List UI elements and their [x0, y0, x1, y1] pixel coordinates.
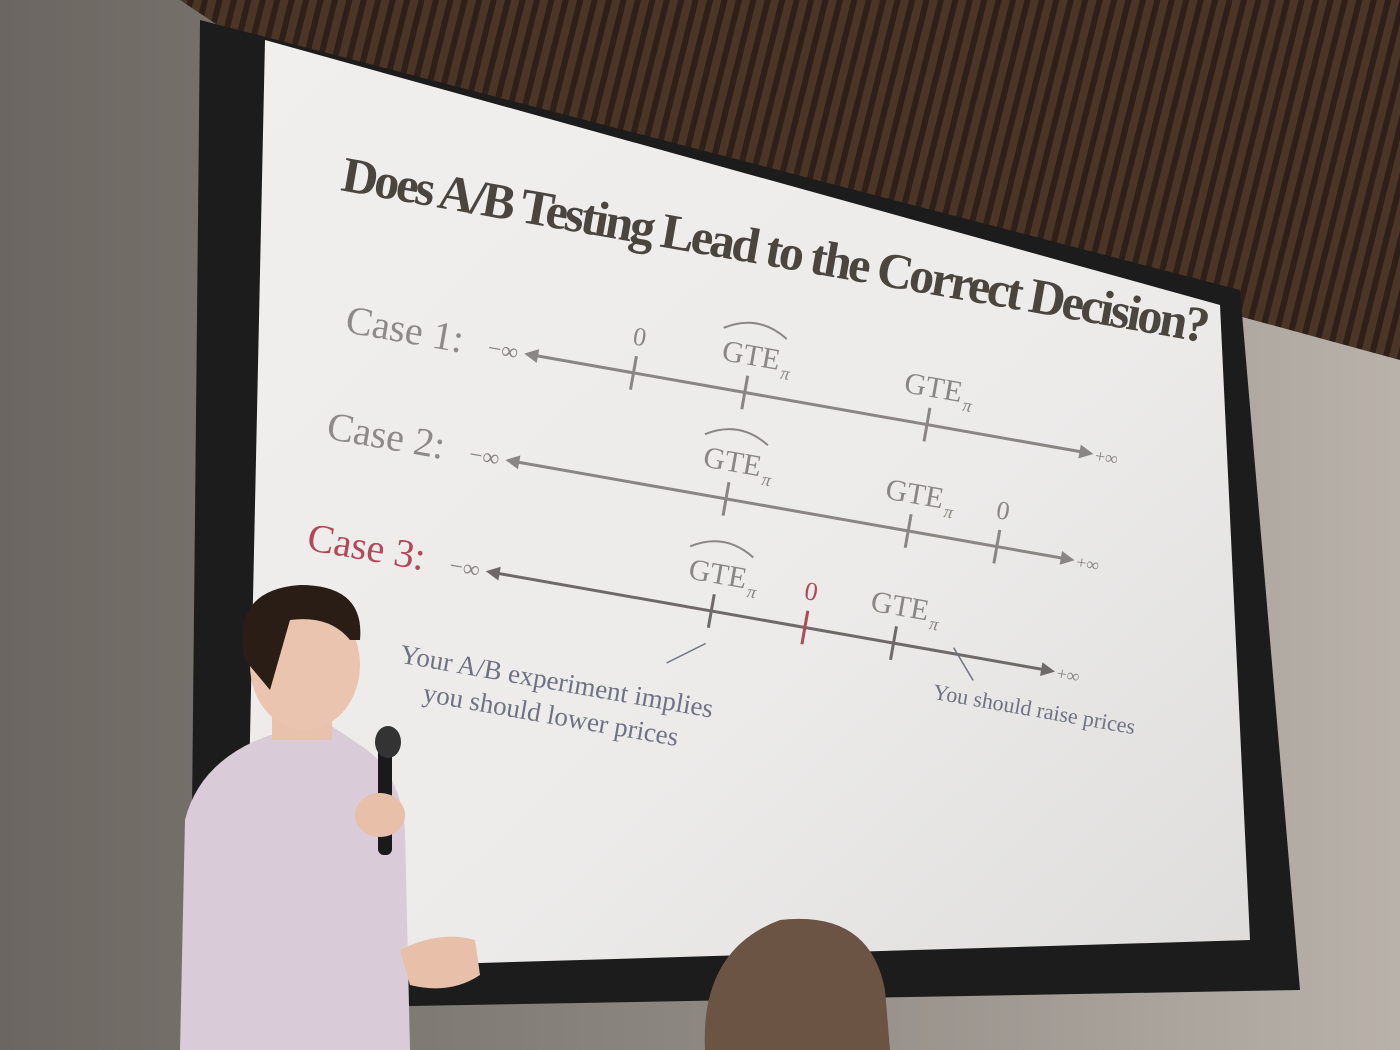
pos-infinity: +∞ [1075, 552, 1101, 576]
screen [245, 40, 1250, 970]
hat [723, 321, 788, 340]
tick [706, 593, 716, 628]
pos-infinity: +∞ [1055, 663, 1081, 687]
arrow-right [1078, 444, 1094, 459]
axis-line [509, 459, 1071, 562]
arrow-left [524, 349, 540, 363]
neg-infinity: −∞ [467, 442, 502, 473]
tick [992, 529, 1002, 564]
axis-line [527, 352, 1090, 455]
hat [704, 428, 769, 447]
arrow-right [1059, 550, 1075, 565]
annotation-arrow [666, 642, 706, 664]
arrow-right [1039, 662, 1056, 677]
tick-label: 0 [994, 495, 1012, 526]
tick [721, 481, 731, 516]
audience-head [704, 918, 890, 1050]
arrow-left [485, 566, 501, 581]
tick [889, 626, 898, 661]
arrow-left [505, 455, 521, 470]
tick-label: 0 [802, 576, 820, 607]
tick [903, 513, 913, 548]
speaker [180, 585, 480, 1050]
tick-label: 0 [631, 322, 649, 353]
tick [629, 355, 638, 390]
neg-infinity: −∞ [447, 553, 482, 584]
pos-infinity: +∞ [1093, 445, 1119, 469]
tick [800, 610, 810, 645]
tick [740, 375, 750, 410]
tick [922, 407, 932, 442]
neg-infinity: −∞ [486, 335, 521, 366]
annotation-arrow [952, 647, 974, 681]
hat [689, 540, 754, 559]
